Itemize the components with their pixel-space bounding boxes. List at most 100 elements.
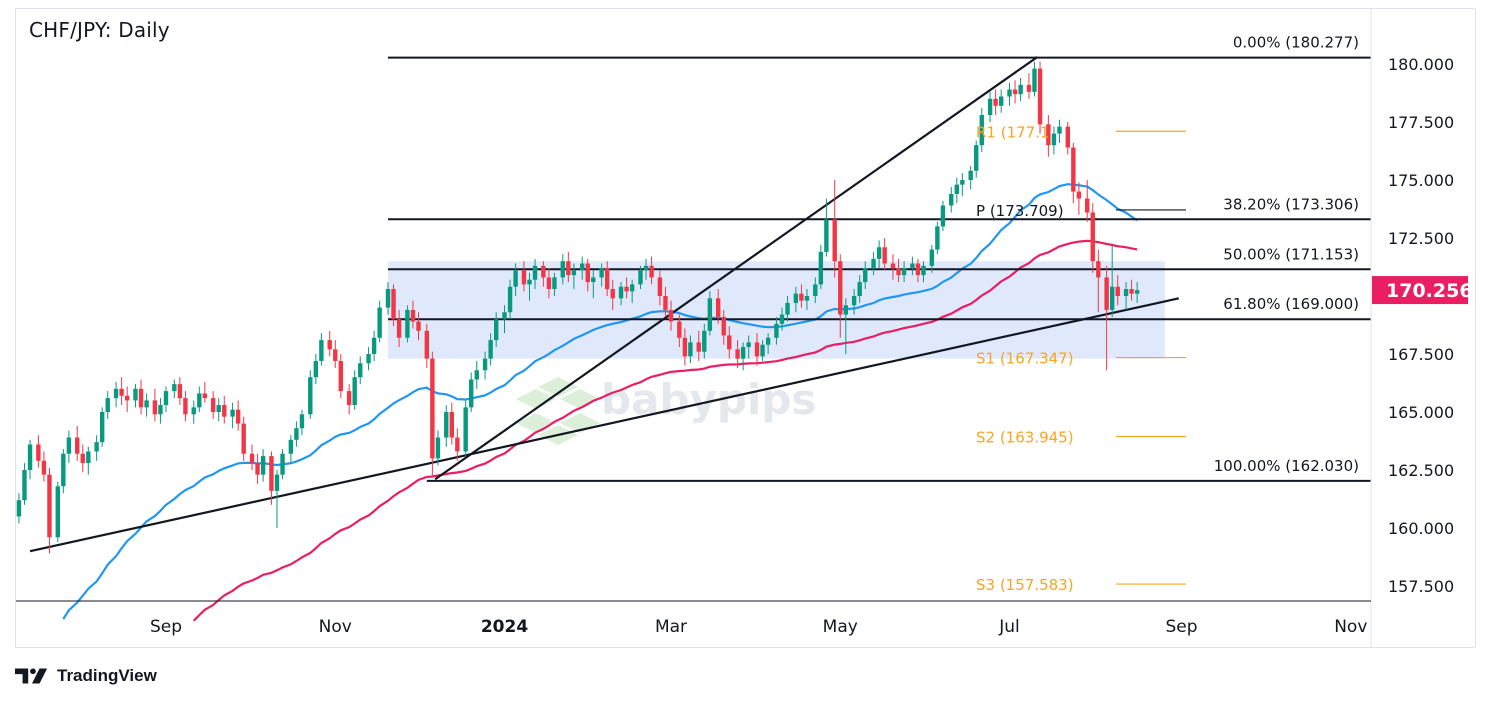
price-chart[interactable]: babypips 0.00% (180.277) 38.20% (173.306)… (16, 9, 1476, 648)
candle-body (688, 342, 693, 357)
candle-body (832, 219, 837, 262)
x-tick-label: Mar (655, 617, 687, 637)
candle (177, 377, 183, 406)
candle (824, 198, 829, 257)
candle (882, 238, 887, 271)
candle-body (1109, 286, 1115, 310)
candle (274, 470, 280, 528)
candle-body (1129, 289, 1134, 294)
candle (1065, 122, 1070, 155)
candle-body (327, 340, 332, 350)
pivot-label-3: S2 (163.945) (976, 428, 1074, 446)
candle-body (774, 323, 779, 338)
candle (843, 298, 849, 354)
candle (183, 391, 188, 422)
y-tick-label: 162.500 (1388, 461, 1454, 480)
candle (774, 316, 779, 345)
candle (280, 449, 285, 480)
candle-body (338, 360, 344, 392)
y-tick-label: 177.500 (1388, 113, 1454, 132)
candle (1104, 265, 1109, 371)
candle (532, 258, 538, 290)
candle (47, 467, 52, 554)
candle (269, 451, 274, 505)
candle (987, 91, 993, 122)
candle-body (910, 263, 915, 269)
candle-body (513, 270, 518, 287)
candle-body (813, 284, 818, 296)
candle (610, 279, 615, 310)
candle (838, 254, 843, 338)
candle-body (47, 474, 52, 538)
candle (366, 347, 371, 371)
candle (1007, 82, 1012, 106)
candle-body (455, 437, 460, 452)
candle (1134, 282, 1140, 303)
candle-body (760, 344, 765, 357)
candle-body (629, 284, 635, 292)
candle-body (424, 330, 430, 359)
candle (474, 360, 479, 389)
candle-body (929, 249, 935, 266)
candle (163, 386, 169, 412)
fib-level-label-4: 100.00% (162.030) (1214, 457, 1359, 475)
candle (657, 270, 663, 306)
candle-body (366, 354, 371, 364)
candle-body (979, 115, 984, 146)
candle (546, 268, 552, 299)
candle (949, 186, 954, 213)
candle-body (86, 451, 91, 464)
candle-body (449, 412, 454, 438)
candle (960, 173, 965, 197)
candle (235, 400, 241, 431)
candle (294, 421, 299, 447)
candle (591, 270, 596, 299)
candle (993, 89, 998, 116)
candle-body (604, 268, 610, 290)
candle-body (1007, 89, 1012, 97)
candle-body (532, 265, 538, 280)
candle (663, 286, 668, 317)
candle (333, 340, 338, 368)
candle (133, 384, 138, 408)
tradingview-branding[interactable]: TradingView (15, 664, 157, 688)
candle-body (843, 305, 849, 315)
candle-body (696, 342, 701, 352)
candle-body (1123, 289, 1129, 296)
candle-body (824, 219, 829, 252)
candle (80, 444, 85, 473)
chart-panel[interactable]: babypips 0.00% (180.277) 38.20% (173.306)… (15, 8, 1476, 648)
candle (618, 282, 624, 306)
candle (385, 282, 391, 315)
candle-body (163, 391, 169, 406)
trendline-rising-support (29, 297, 1180, 553)
candle (493, 312, 499, 348)
candle (754, 333, 760, 366)
candle-body (507, 286, 513, 313)
candle (1018, 77, 1023, 102)
candle (799, 284, 804, 308)
candle-body (682, 337, 688, 357)
candle-body (1076, 191, 1082, 199)
candle (313, 354, 319, 385)
candle (629, 279, 635, 303)
candle-body (269, 456, 274, 491)
candle-body (1057, 126, 1062, 134)
candle (921, 261, 926, 283)
candle-body (987, 98, 993, 116)
candle (677, 314, 682, 348)
candle (813, 277, 818, 303)
fib-level-label-1: 38.20% (173.306) (1223, 195, 1359, 213)
chart-title: CHF/JPY: Daily (29, 18, 170, 42)
y-tick-label: 180.000 (1388, 55, 1454, 74)
candle-body (649, 265, 654, 278)
candle-body (1134, 290, 1140, 294)
candle-body (358, 363, 363, 378)
candle (463, 400, 468, 457)
candle (566, 251, 571, 283)
tradingview-brand-name: TradingView (57, 666, 157, 685)
candle-body (915, 263, 921, 276)
candle (1057, 119, 1062, 143)
candle-body (793, 293, 799, 303)
candle (1037, 61, 1043, 134)
